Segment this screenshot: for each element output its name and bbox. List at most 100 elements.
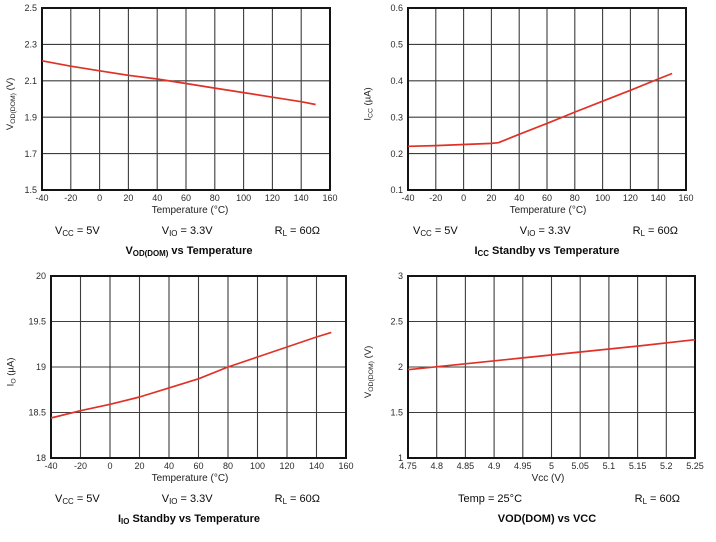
svg-text:80: 80 [223, 461, 233, 471]
y-axis-label-text: ICC (µA) [363, 87, 375, 121]
condition-rl: RL = 60Ω [632, 225, 678, 239]
svg-text:120: 120 [279, 461, 294, 471]
plot-row: VOD(DOM) (V) 4.75 4.8 4.85 4.9 4.95 5 5.05 5.1 5… [358, 268, 716, 476]
y-axis-label-io: IO (µA) [0, 268, 22, 476]
svg-text:3: 3 [398, 271, 403, 281]
svg-text:20: 20 [134, 461, 144, 471]
x-axis-label: Temperature (°C) [151, 205, 229, 216]
condition-rl: RL = 60Ω [274, 225, 320, 239]
x-axis-label: Temperature (°C) [151, 473, 229, 484]
svg-text:0.6: 0.6 [390, 3, 403, 13]
svg-text:1: 1 [398, 453, 403, 463]
condition-vio: VIO = 3.3V [161, 493, 213, 507]
svg-text:20: 20 [123, 193, 133, 203]
test-conditions: Temp = 25°C RL = 60Ω [358, 493, 716, 506]
svg-text:40: 40 [164, 461, 174, 471]
svg-text:120: 120 [623, 193, 638, 203]
icc-standby-vs-temperature-plot: -40 -20 0 20 40 60 80 100 120 140 160 0.1 0.2 0.3 0.4 0… [390, 3, 693, 203]
svg-text:4.8: 4.8 [430, 461, 443, 471]
svg-text:80: 80 [570, 193, 580, 203]
svg-text:2: 2 [398, 362, 403, 372]
svg-text:80: 80 [210, 193, 220, 203]
svg-text:5.1: 5.1 [603, 461, 616, 471]
svg-text:0.3: 0.3 [390, 112, 403, 122]
svg-text:1.5: 1.5 [390, 408, 403, 418]
svg-text:0: 0 [107, 461, 112, 471]
svg-text:-20: -20 [64, 193, 77, 203]
svg-text:5.05: 5.05 [571, 461, 589, 471]
svg-text:100: 100 [250, 461, 265, 471]
chart-title: ICC Standby vs Temperature [474, 245, 620, 259]
svg-text:19.5: 19.5 [28, 317, 46, 327]
svg-text:60: 60 [181, 193, 191, 203]
svg-text:4.85: 4.85 [457, 461, 475, 471]
svg-text:-20: -20 [429, 193, 442, 203]
y-axis-label-icc: ICC (µA) [358, 0, 380, 208]
x-axis-label: Temperature (°C) [509, 205, 587, 216]
condition-vio: VIO = 3.3V [519, 225, 571, 239]
svg-text:20: 20 [486, 193, 496, 203]
svg-text:18.5: 18.5 [28, 408, 46, 418]
svg-text:0.1: 0.1 [390, 185, 403, 195]
svg-text:0: 0 [97, 193, 102, 203]
y-axis-label-text: VOD(DOM) (V) [363, 345, 375, 399]
svg-text:5.2: 5.2 [660, 461, 673, 471]
svg-text:1.5: 1.5 [24, 185, 37, 195]
svg-text:60: 60 [542, 193, 552, 203]
svg-text:40: 40 [152, 193, 162, 203]
condition-vio: VIO = 3.3V [161, 225, 213, 239]
svg-text:140: 140 [651, 193, 666, 203]
svg-text:100: 100 [595, 193, 610, 203]
test-conditions: VCC = 5V VIO = 3.3V RL = 60Ω [0, 493, 358, 506]
svg-text:0.5: 0.5 [390, 40, 403, 50]
svg-text:160: 160 [678, 193, 693, 203]
condition-temp: Temp = 25°C [458, 493, 523, 505]
svg-text:0.4: 0.4 [390, 76, 403, 86]
chart-icc-standby-vs-temperature: ICC (µA) -40 -20 0 20 40 60 80 100 120 140 160 0.1 0… [358, 0, 716, 268]
chart-title: VOD(DOM) vs VCC [497, 513, 597, 526]
svg-text:1.7: 1.7 [24, 149, 37, 159]
svg-text:4.95: 4.95 [514, 461, 532, 471]
svg-text:-20: -20 [74, 461, 87, 471]
svg-text:120: 120 [265, 193, 280, 203]
svg-text:60: 60 [193, 461, 203, 471]
chart-vod-dom-vs-temperature: VOD(DOM) (V) -40 -20 0 20 40 60 80 100 120 140 160… [0, 0, 358, 268]
y-axis-label-text: VOD(DOM) (V) [5, 77, 17, 131]
svg-text:1.9: 1.9 [24, 112, 37, 122]
svg-text:4.9: 4.9 [488, 461, 501, 471]
svg-text:5.15: 5.15 [629, 461, 647, 471]
y-axis-label-vod-dom: VOD(DOM) (V) [0, 0, 22, 208]
svg-text:2.5: 2.5 [390, 317, 403, 327]
condition-vcc: VCC = 5V [55, 493, 100, 507]
condition-rl: RL = 60Ω [274, 493, 320, 507]
svg-text:140: 140 [309, 461, 324, 471]
svg-text:2.5: 2.5 [24, 3, 37, 13]
y-axis-label-vod-dom: VOD(DOM) (V) [358, 268, 380, 476]
svg-text:160: 160 [322, 193, 337, 203]
chart-vod-dom-vs-vcc: VOD(DOM) (V) 4.75 4.8 4.85 4.9 4.95 5 5.05 5.1 5… [358, 268, 716, 542]
svg-text:19: 19 [36, 362, 46, 372]
svg-text:140: 140 [294, 193, 309, 203]
test-conditions: VCC = 5V VIO = 3.3V RL = 60Ω [0, 225, 358, 238]
svg-text:-40: -40 [44, 461, 57, 471]
y-axis-label-text: IO (µA) [5, 357, 17, 387]
svg-text:2.1: 2.1 [24, 76, 37, 86]
chart-title: IIO Standby vs Temperature [117, 513, 261, 527]
svg-text:-40: -40 [401, 193, 414, 203]
svg-text:4.75: 4.75 [399, 461, 417, 471]
vod-dom-vs-vcc-plot: 4.75 4.8 4.85 4.9 4.95 5 5.05 5.1 5.15 5.2 5.25 1 1.… [390, 271, 703, 471]
x-axis-label: Vcc (V) [531, 473, 565, 484]
svg-text:160: 160 [338, 461, 353, 471]
svg-text:2.3: 2.3 [24, 40, 37, 50]
chart-title: VOD(DOM) vs Temperature [125, 245, 253, 259]
svg-text:18: 18 [36, 453, 46, 463]
svg-text:20: 20 [36, 271, 46, 281]
test-conditions: VCC = 5V VIO = 3.3V RL = 60Ω [358, 225, 716, 238]
plot-row: VOD(DOM) (V) -40 -20 0 20 40 60 80 100 120 140 160… [0, 0, 358, 208]
chart-io-standby-vs-temperature: IO (µA) -40 -20 0 20 40 60 80 100 120 140 160 18 18.… [0, 268, 358, 542]
svg-text:0.2: 0.2 [390, 149, 403, 159]
svg-text:40: 40 [514, 193, 524, 203]
svg-text:5: 5 [549, 461, 554, 471]
svg-text:-40: -40 [35, 193, 48, 203]
io-standby-vs-temperature-plot: -40 -20 0 20 40 60 80 100 120 140 160 18 18.5 19 19.5 2… [28, 271, 353, 471]
